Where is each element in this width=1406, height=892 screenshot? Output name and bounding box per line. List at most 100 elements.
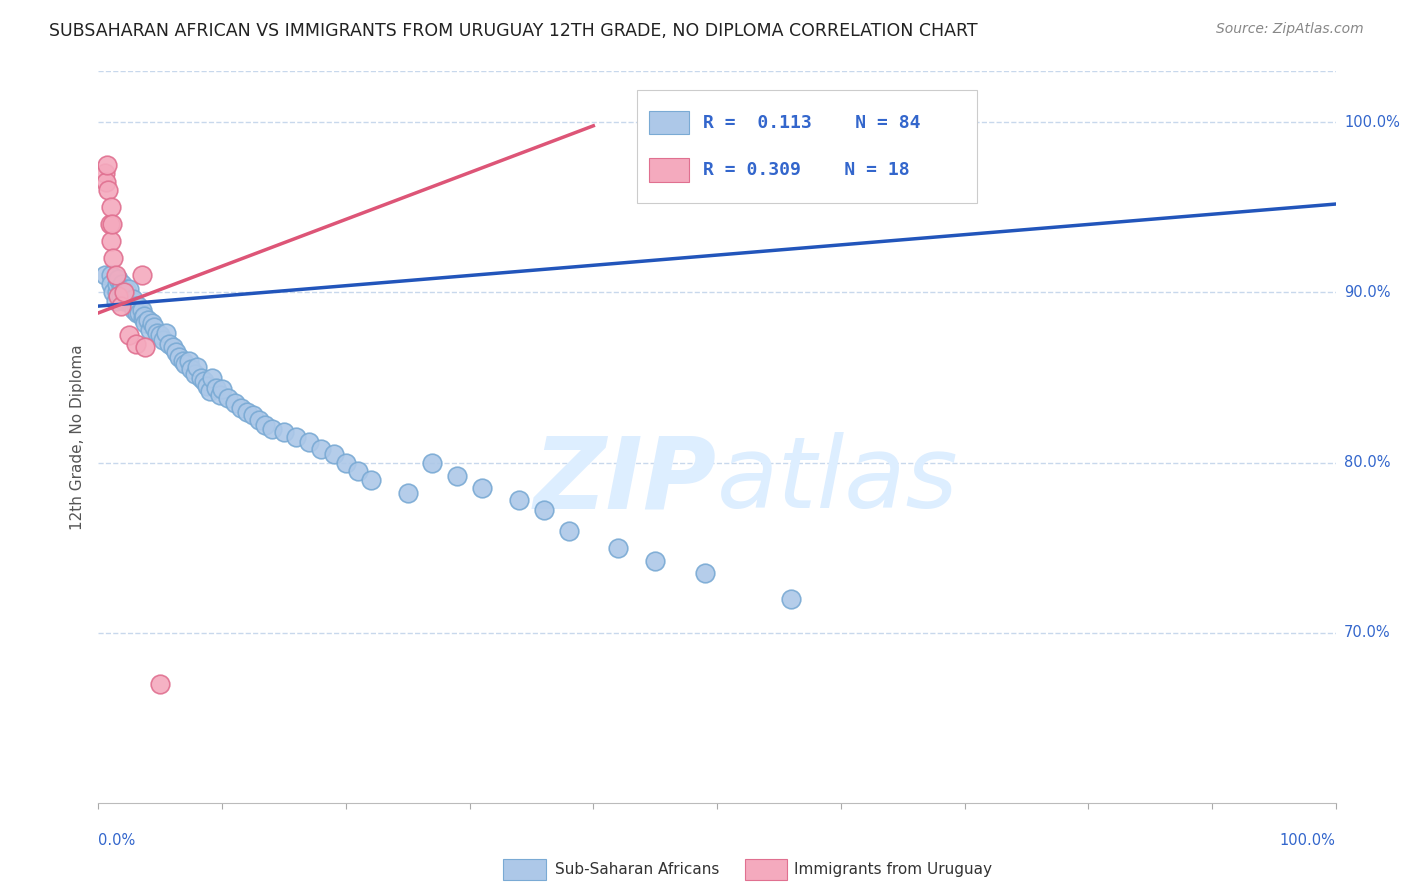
Point: [127, 299, 149, 313]
Point: [236, 404, 259, 418]
Point: [195, 379, 218, 393]
Point: [360, 473, 382, 487]
Point: [97, 183, 120, 197]
Point: [101, 218, 124, 232]
Point: [124, 299, 146, 313]
Text: Sub-Saharan Africans: Sub-Saharan Africans: [555, 863, 720, 877]
Point: [211, 383, 233, 397]
Point: [347, 464, 370, 478]
Text: R = 0.309    N = 18: R = 0.309 N = 18: [703, 161, 910, 179]
Point: [201, 370, 224, 384]
Point: [254, 418, 277, 433]
Point: [124, 302, 146, 317]
Point: [208, 387, 231, 401]
Point: [110, 299, 132, 313]
Point: [96, 158, 118, 172]
Point: [508, 493, 530, 508]
Point: [98, 218, 121, 232]
Point: [104, 293, 127, 308]
Point: [131, 302, 153, 317]
Point: [174, 357, 197, 371]
Point: [100, 268, 122, 283]
Point: [112, 293, 135, 308]
Point: [100, 201, 122, 215]
Text: 100.0%: 100.0%: [1279, 833, 1336, 848]
Point: [128, 306, 150, 320]
FancyBboxPatch shape: [650, 159, 689, 182]
Point: [136, 312, 159, 326]
Point: [105, 277, 128, 291]
Text: 80.0%: 80.0%: [1344, 455, 1391, 470]
Point: [644, 554, 666, 568]
Point: [125, 306, 148, 320]
Point: [143, 319, 166, 334]
Point: [229, 401, 252, 416]
Point: [285, 430, 308, 444]
Point: [242, 408, 264, 422]
Point: [422, 456, 444, 470]
Point: [139, 323, 162, 337]
Point: [121, 293, 143, 308]
Point: [693, 566, 716, 581]
Point: [224, 396, 246, 410]
Point: [103, 252, 125, 266]
Point: [247, 413, 270, 427]
Point: [149, 328, 172, 343]
Point: [115, 285, 138, 300]
Point: [118, 282, 141, 296]
Point: [780, 591, 803, 606]
FancyBboxPatch shape: [650, 111, 689, 135]
Point: [180, 362, 202, 376]
Point: [93, 166, 115, 180]
Point: [112, 285, 135, 300]
Point: [114, 291, 136, 305]
Point: [155, 326, 177, 341]
Point: [446, 469, 468, 483]
Point: [162, 340, 184, 354]
Point: [94, 175, 117, 189]
Point: [100, 235, 122, 249]
Point: [107, 289, 129, 303]
Point: [322, 447, 344, 461]
Text: R =  0.113    N = 84: R = 0.113 N = 84: [703, 113, 921, 131]
FancyBboxPatch shape: [637, 90, 977, 203]
Point: [118, 293, 141, 307]
Point: [167, 350, 190, 364]
Point: [117, 293, 139, 308]
Point: [93, 268, 115, 283]
Point: [607, 541, 630, 555]
Point: [149, 677, 172, 691]
Point: [260, 421, 283, 435]
Point: [190, 370, 212, 384]
Point: [134, 310, 156, 324]
Text: Immigrants from Uruguay: Immigrants from Uruguay: [794, 863, 993, 877]
Point: [172, 353, 194, 368]
Point: [184, 367, 207, 381]
Point: [533, 503, 555, 517]
Point: [273, 425, 295, 439]
Text: atlas: atlas: [717, 433, 959, 530]
Point: [134, 316, 156, 330]
Point: [103, 285, 125, 300]
Point: [557, 524, 579, 538]
Point: [335, 456, 357, 470]
Point: [165, 345, 187, 359]
Text: SUBSAHARAN AFRICAN VS IMMIGRANTS FROM URUGUAY 12TH GRADE, NO DIPLOMA CORRELATION: SUBSAHARAN AFRICAN VS IMMIGRANTS FROM UR…: [49, 22, 977, 40]
Point: [298, 435, 321, 450]
Point: [198, 384, 221, 399]
Point: [114, 282, 136, 296]
Point: [107, 272, 129, 286]
Point: [112, 285, 135, 300]
Point: [105, 285, 128, 300]
Text: 90.0%: 90.0%: [1344, 285, 1391, 300]
Point: [193, 374, 215, 388]
Point: [131, 268, 153, 283]
Point: [104, 268, 127, 283]
Point: [396, 486, 419, 500]
Point: [100, 277, 122, 291]
Point: [132, 311, 155, 326]
Text: 0.0%: 0.0%: [98, 833, 135, 848]
Y-axis label: 12th Grade, No Diploma: 12th Grade, No Diploma: [70, 344, 86, 530]
Point: [124, 336, 146, 351]
Point: [205, 381, 228, 395]
